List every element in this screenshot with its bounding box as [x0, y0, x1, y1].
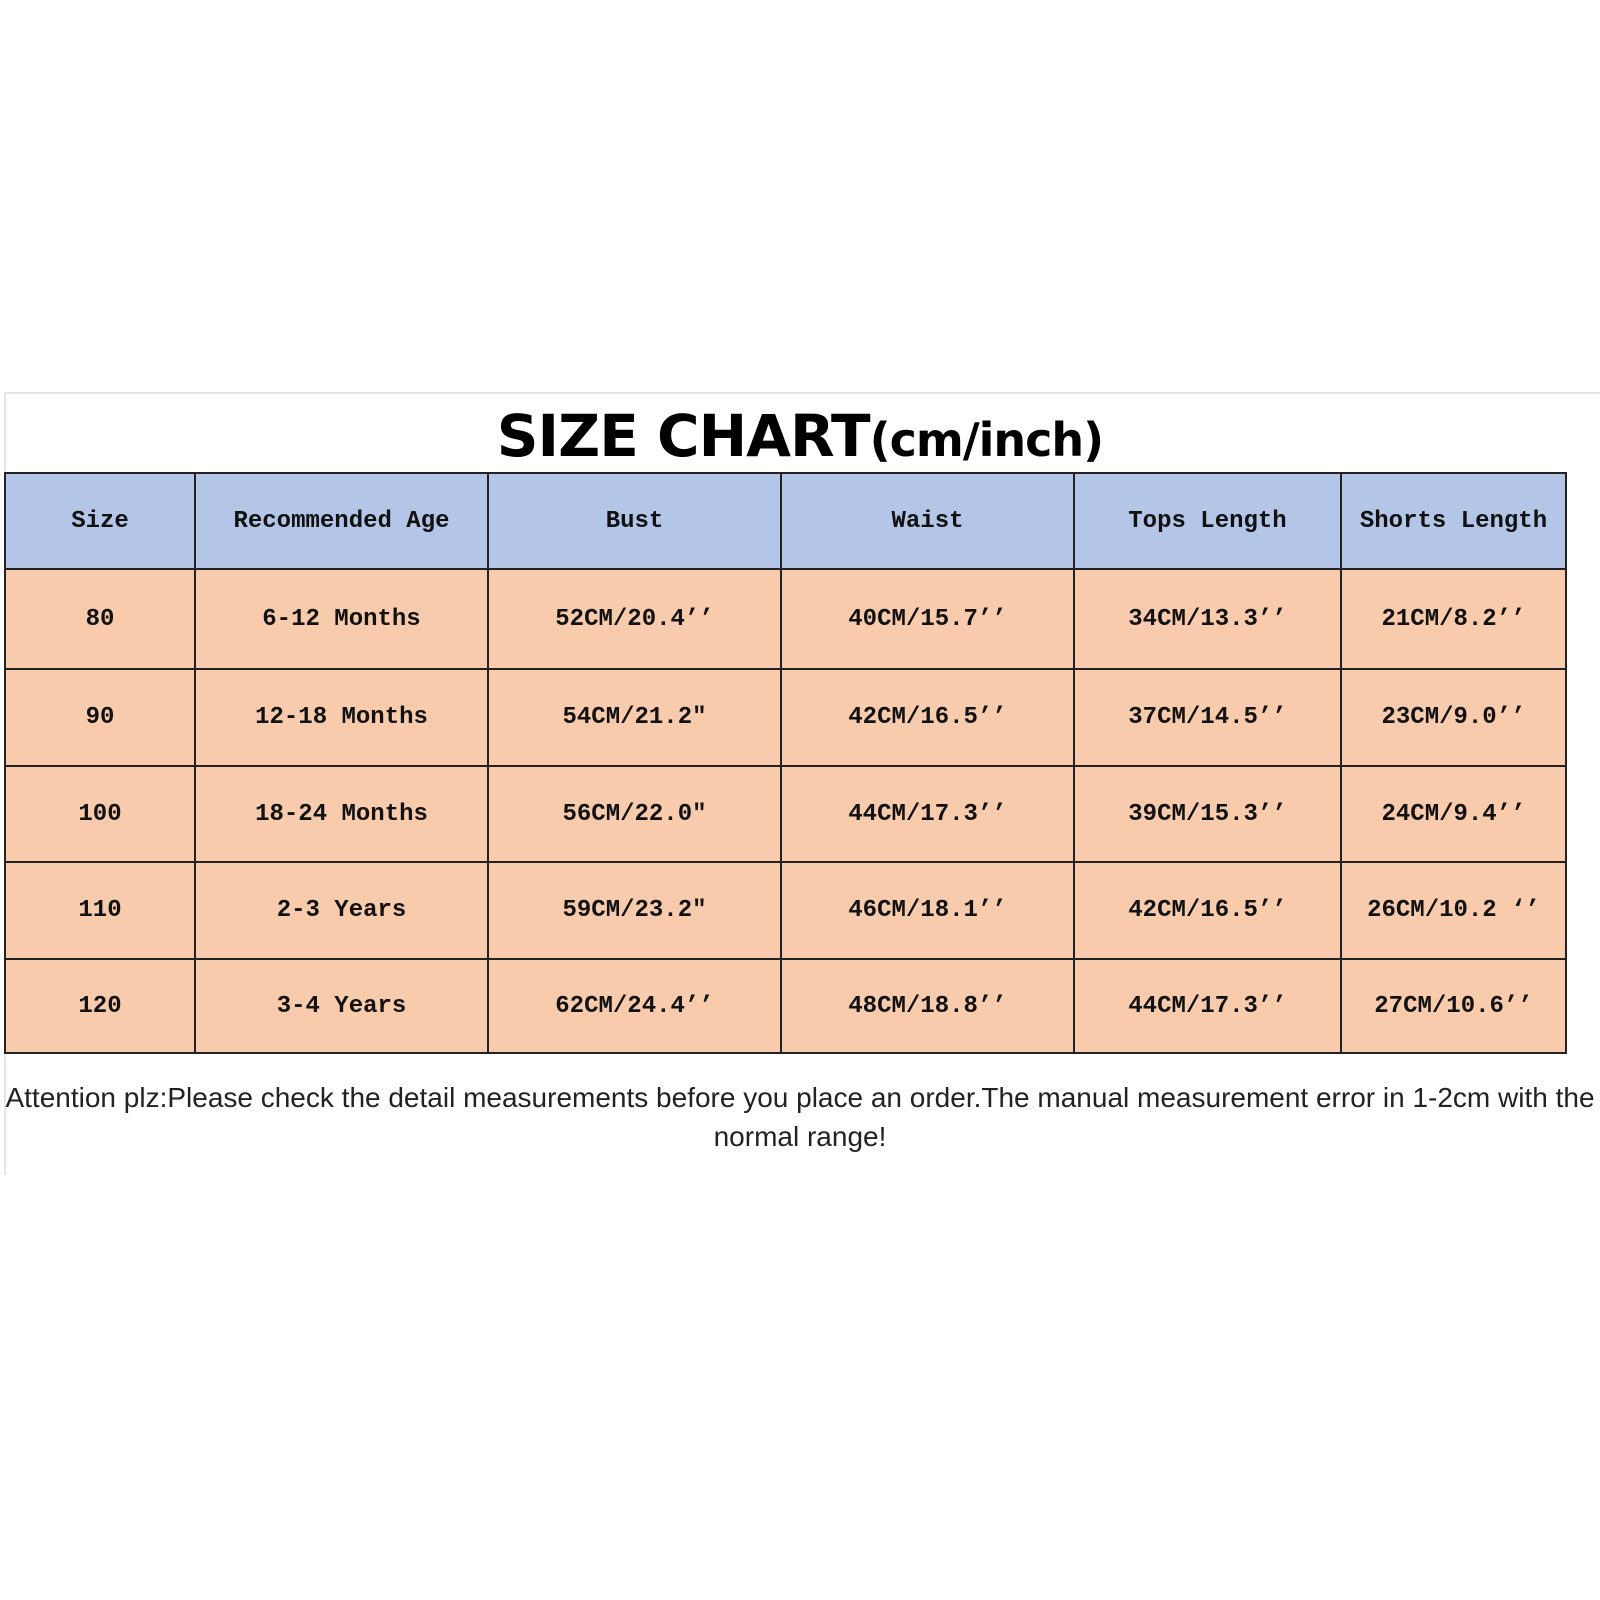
column-header: Shorts Length [1340, 472, 1567, 570]
table-cell: 42CM/16.5’’ [780, 668, 1075, 767]
table-cell: 34CM/13.3’’ [1073, 568, 1342, 670]
column-header: Recommended Age [194, 472, 489, 570]
table-cell: 100 [4, 765, 196, 863]
table-cell: 42CM/16.5’’ [1073, 861, 1342, 960]
title-text: SIZE CHART [496, 402, 871, 470]
table-row: 80 6-12 Months 52CM/20.4’’ 40CM/15.7’’ 34CM/… [4, 568, 1567, 670]
table-cell: 90 [4, 668, 196, 767]
table-row: 90 12-18 Months 54CM/21.2″ 42CM/16.5’’ 37CM/… [4, 668, 1567, 767]
table-cell: 18-24 Months [194, 765, 489, 863]
table-cell: 21CM/8.2’’ [1340, 568, 1567, 670]
table-cell: 6-12 Months [194, 568, 489, 670]
attention-note: Attention plz:Please check the detail me… [5, 1082, 1595, 1152]
table-cell: 27CM/10.6’’ [1340, 958, 1567, 1054]
table-cell: 59CM/23.2″ [487, 861, 782, 960]
table-cell: 26CM/10.2 ‘’ [1340, 861, 1567, 960]
table-cell: 80 [4, 568, 196, 670]
table-cell: 23CM/9.0’’ [1340, 668, 1567, 767]
table-cell: 2-3 Years [194, 861, 489, 960]
table-cell: 120 [4, 958, 196, 1054]
table-cell: 3-4 Years [194, 958, 489, 1054]
table-row: 110 2-3 Years 59CM/23.2″ 46CM/18.1’’ 42CM/16… [4, 861, 1567, 960]
table-cell: 48CM/18.8’’ [780, 958, 1075, 1054]
page-title: SIZE CHART(cm/inch) [0, 402, 1600, 470]
table-cell: 12-18 Months [194, 668, 489, 767]
column-header: Bust [487, 472, 782, 570]
table-cell: 54CM/21.2″ [487, 668, 782, 767]
table-row: 120 3-4 Years 62CM/24.4’’ 48CM/18.8’’ 44CM/1… [4, 958, 1567, 1054]
column-header: Size [4, 472, 196, 570]
table-cell: 39CM/15.3’’ [1073, 765, 1342, 863]
table-cell: 37CM/14.5’’ [1073, 668, 1342, 767]
table-cell: 56CM/22.0″ [487, 765, 782, 863]
table-row: 100 18-24 Months 56CM/22.0″ 44CM/17.3’’ 39CM… [4, 765, 1567, 863]
table-cell: 46CM/18.1’’ [780, 861, 1075, 960]
column-header: Tops Length [1073, 472, 1342, 570]
table-cell: 110 [4, 861, 196, 960]
table-cell: 52CM/20.4’’ [487, 568, 782, 670]
header-row: Size Recommended Age Bust Waist Tops Length S… [4, 472, 1567, 570]
column-header: Waist [780, 472, 1075, 570]
table-cell: 44CM/17.3’’ [780, 765, 1075, 863]
size-table: Size Recommended Age Bust Waist Tops Length S… [4, 472, 1567, 1054]
title-unit: (cm/inch) [869, 413, 1105, 467]
table-cell: 24CM/9.4’’ [1340, 765, 1567, 863]
table-cell: 44CM/17.3’’ [1073, 958, 1342, 1054]
table-cell: 40CM/15.7’’ [780, 568, 1075, 670]
table-cell: 62CM/24.4’’ [487, 958, 782, 1054]
